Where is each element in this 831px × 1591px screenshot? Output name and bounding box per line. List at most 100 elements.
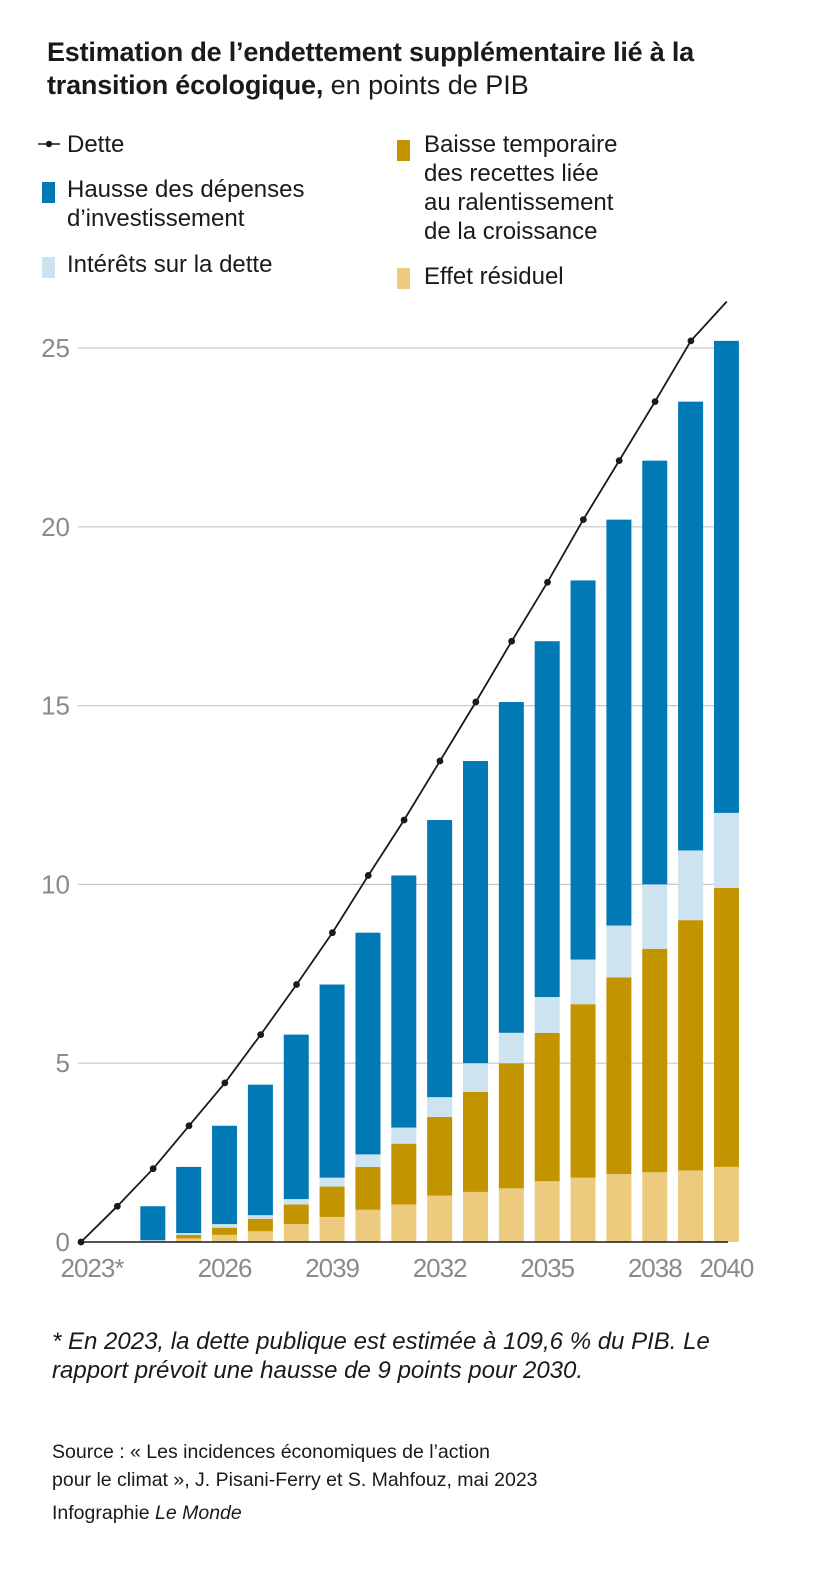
bar-segment: [713, 812, 739, 888]
debt-point: [257, 1031, 265, 1038]
bar-segment: [463, 1063, 488, 1092]
bar-segment: [176, 1234, 202, 1239]
bar-segment: [427, 1195, 453, 1242]
bar-segment: [140, 1240, 166, 1242]
source-text: Source : « Les incidences économiques de…: [52, 1438, 752, 1494]
debt-point: [149, 1165, 157, 1173]
legend-residual-swatch: [397, 268, 410, 289]
bar-segment: [463, 1091, 488, 1192]
bar-segment: [678, 850, 704, 921]
debt-point: [400, 816, 408, 824]
bar-segment: [713, 887, 739, 1167]
chart-title: Estimation de l’endettement supplémentai…: [47, 36, 807, 102]
debt-point: [185, 1122, 193, 1130]
bar-segment: [570, 1177, 596, 1242]
chart-title-main: Estimation de l’endettement supplémentai…: [47, 37, 694, 100]
bar-segment: [355, 1209, 381, 1242]
bar-segment: [678, 401, 704, 851]
bar-segment: [534, 641, 560, 998]
debt-point: [77, 1238, 85, 1246]
bar-segment: [713, 340, 739, 813]
bar-segment: [570, 959, 596, 1005]
legend-revenue-swatch: [397, 140, 410, 161]
x-tick-label: 2032: [413, 1253, 467, 1283]
bar-segment: [391, 1143, 417, 1205]
bar-segment: [212, 1224, 238, 1228]
bar-segment: [247, 1231, 273, 1242]
legend-revenue-line2: des recettes liée: [424, 160, 599, 187]
debt-point: [687, 337, 695, 345]
bar-segment: [140, 1206, 166, 1241]
stacked-bar-chart: 0 5 10 15 20 25 2023* 2026 2039 2032 2035 2038 2040: [41, 300, 755, 1283]
x-tick-label: 2026: [198, 1253, 252, 1283]
x-tick-label: 2040: [700, 1253, 754, 1283]
y-tick-label: 20: [41, 512, 70, 542]
legend-interest-label: Intérêts sur la dette: [67, 251, 273, 278]
bar-segment: [247, 1084, 273, 1216]
bar-segment: [391, 875, 417, 1128]
bar-segment: [283, 1034, 309, 1200]
debt-point: [293, 981, 300, 988]
bar-segment: [678, 920, 704, 1171]
bar-segment: [427, 1116, 453, 1196]
bar-segment: [247, 1218, 273, 1232]
legend-debt-label: Dette: [67, 131, 125, 158]
bar-segment: [355, 932, 381, 1155]
legend-investment-swatch: [42, 182, 55, 203]
debt-line-layer: [77, 300, 728, 1246]
debt-point: [113, 1202, 121, 1210]
x-tick-label: 2035: [520, 1253, 574, 1283]
debt-point: [364, 872, 372, 879]
bar-segment: [319, 1177, 345, 1187]
credit: Infographie Le Monde: [52, 1499, 242, 1527]
debt-point: [508, 637, 516, 645]
bar-segment: [642, 1172, 668, 1242]
bar-segment: [319, 984, 345, 1178]
bar-segment: [212, 1234, 238, 1242]
x-tick-label: 2038: [628, 1253, 682, 1283]
bar-segment: [498, 1188, 524, 1242]
bar-segment: [176, 1238, 202, 1242]
bar-segment: [570, 580, 596, 960]
debt-point: [329, 929, 336, 937]
credit-prefix: Infographie: [52, 1502, 155, 1524]
debt-point: [615, 457, 623, 465]
debt-point: [544, 578, 551, 586]
bar-segment: [212, 1227, 238, 1235]
tick-label-layer: 0 5 10 15 20 25 2023* 2026 2039 2032 2035 2038 2040: [41, 333, 755, 1283]
bar-segment: [606, 925, 632, 978]
bar-segment: [498, 702, 524, 1033]
bar-segment: [678, 1170, 704, 1242]
legend-debt-marker: [38, 140, 60, 148]
bar-segment: [534, 1181, 560, 1242]
source-line-1: Source : « Les incidences économiques de…: [52, 1441, 490, 1463]
legend-interest-swatch: [42, 257, 55, 278]
bar-segment: [570, 1004, 596, 1178]
bar-segment: [463, 761, 488, 1064]
bar-segment: [498, 1063, 524, 1189]
debt-point: [579, 516, 587, 524]
y-tick-label: 10: [41, 869, 70, 899]
bar-segment: [606, 977, 632, 1175]
legend-revenue-label: Baisse temporaire des recettes liée au r…: [424, 130, 617, 246]
bar-segment: [642, 884, 668, 949]
bar-segment: [247, 1215, 273, 1219]
bar-segment: [642, 948, 668, 1173]
y-tick-label: 15: [41, 691, 70, 721]
bar-segment: [427, 820, 453, 1098]
bar-segment: [176, 1166, 202, 1234]
bar-segment: [606, 1174, 632, 1242]
footnote: * En 2023, la dette publique est estimée…: [52, 1328, 710, 1384]
x-tick-label: 2039: [305, 1253, 359, 1283]
bar-segment: [355, 1166, 381, 1210]
y-tick-label: 0: [56, 1227, 70, 1257]
debt-point: [472, 698, 480, 706]
bar-segment: [283, 1204, 309, 1225]
bar-segment: [391, 1127, 417, 1144]
bar-segment: [176, 1233, 202, 1235]
bar-segment: [427, 1097, 453, 1117]
bar-segment: [463, 1191, 488, 1242]
bar-segment: [642, 460, 668, 885]
y-tick-label: 5: [56, 1048, 70, 1078]
bar-layer: [140, 340, 739, 1242]
